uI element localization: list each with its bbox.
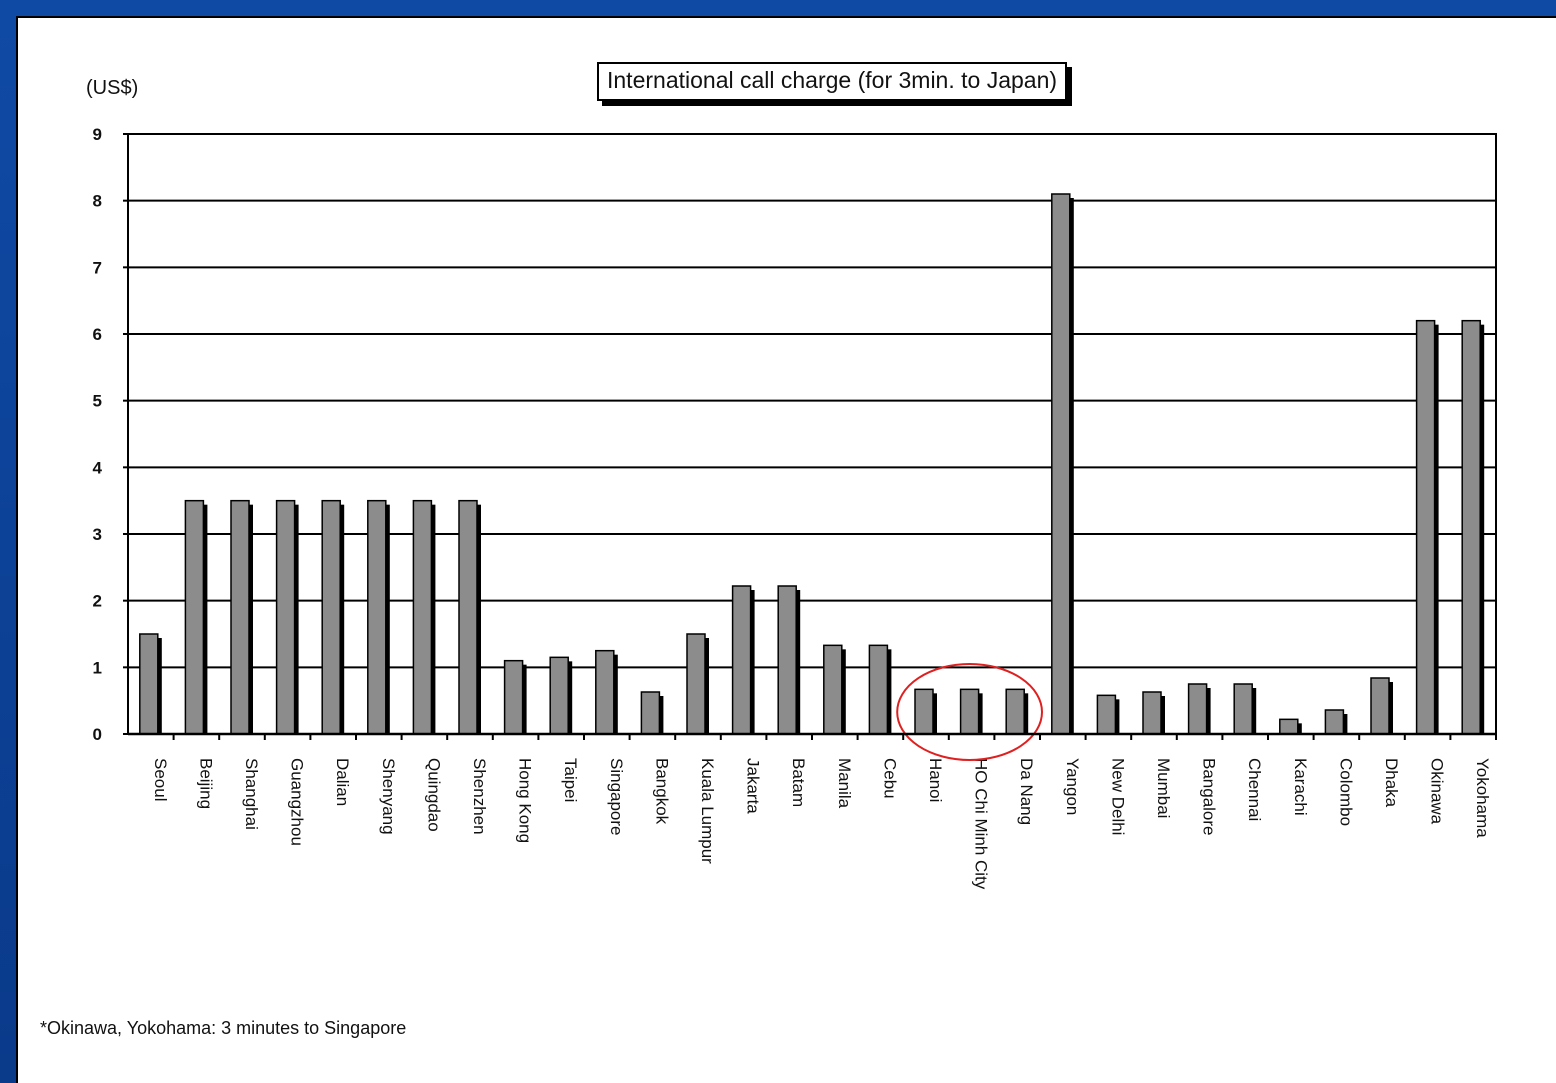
bar (321, 499, 341, 735)
x-tick-label: Kuala Lumpur (698, 758, 717, 864)
y-tick-label: 2 (93, 592, 102, 611)
bar (275, 499, 296, 735)
x-tick-label: Bangalore (1200, 758, 1219, 836)
bar (139, 633, 159, 735)
x-tick-label: Taipei (561, 758, 580, 802)
x-tick-label: Hanoi (926, 758, 945, 802)
chart-title: International call charge (for 3min. to … (597, 62, 1068, 101)
bar (1005, 688, 1025, 735)
x-tick-label: Manila (835, 758, 854, 809)
x-tick-label: Shenzhen (470, 758, 489, 835)
y-axis-label: (US$) (86, 77, 139, 99)
bar (184, 499, 205, 735)
bar (1233, 683, 1253, 735)
x-tick-label: Jakarta (744, 758, 763, 814)
bar (412, 499, 433, 735)
bar (367, 499, 387, 735)
y-tick-label: 6 (93, 325, 102, 344)
bar (686, 633, 706, 735)
bar (731, 585, 752, 735)
x-tick-label: Seoul (151, 758, 170, 801)
x-tick-label: HO Chi Minh City (972, 758, 991, 890)
bar (1142, 691, 1162, 735)
x-tick-label: Cebu (880, 758, 899, 799)
bar (868, 644, 889, 735)
x-tick-label: Guangzhou (288, 758, 307, 846)
x-tick-label: Mumbai (1154, 758, 1173, 818)
bar (640, 691, 661, 735)
bar (1461, 319, 1481, 735)
x-tick-label: Beijing (196, 758, 215, 809)
x-tick-label: Dhaka (1382, 758, 1401, 808)
bar (1370, 677, 1390, 735)
bar (1187, 683, 1208, 735)
y-tick-label: 8 (93, 192, 102, 211)
plot-area (127, 133, 1497, 735)
y-tick-label: 5 (93, 392, 102, 411)
x-tick-label: Batam (789, 758, 808, 807)
x-tick-label: Shanghai (242, 758, 261, 830)
x-tick-label: Colombo (1336, 758, 1355, 826)
x-tick-label: Bangkok (652, 758, 671, 825)
y-tick-label: 4 (93, 458, 103, 477)
bar (1415, 319, 1436, 735)
x-tick-label: Da Nang (1017, 758, 1036, 825)
bar (503, 659, 524, 735)
x-tick-label: Dalian (333, 758, 352, 806)
x-tick-label: Quingdao (424, 758, 443, 832)
bar (1096, 694, 1117, 735)
x-tick-label: Singapore (607, 758, 626, 836)
x-tick-label: Yokohama (1473, 758, 1492, 838)
bar (777, 585, 797, 735)
x-tick-label: Hong Kong (516, 758, 535, 843)
x-tick-label: Yangon (1063, 758, 1082, 815)
bar (959, 688, 980, 735)
y-tick-label: 1 (93, 658, 102, 677)
x-tick-label: Chennai (1245, 758, 1264, 821)
bar (458, 499, 478, 735)
bar (1051, 193, 1071, 735)
bar (230, 499, 250, 735)
y-tick-label: 0 (93, 725, 102, 744)
y-tick-label: 7 (93, 258, 102, 277)
bar (1324, 709, 1345, 735)
x-tick-label: Karachi (1291, 758, 1310, 816)
bar (595, 649, 615, 735)
bar (914, 688, 934, 735)
bar (1279, 718, 1299, 735)
footnote: *Okinawa, Yokohama: 3 minutes to Singapo… (40, 1018, 407, 1038)
bar (823, 644, 843, 735)
bar (549, 656, 569, 735)
x-tick-label: New Delhi (1108, 758, 1127, 835)
x-tick-label: Shenyang (379, 758, 398, 835)
y-tick-label: 9 (93, 125, 102, 144)
x-tick-label: Okinawa (1428, 758, 1447, 825)
highlight-circle (896, 663, 1043, 761)
y-tick-label: 3 (93, 525, 102, 544)
